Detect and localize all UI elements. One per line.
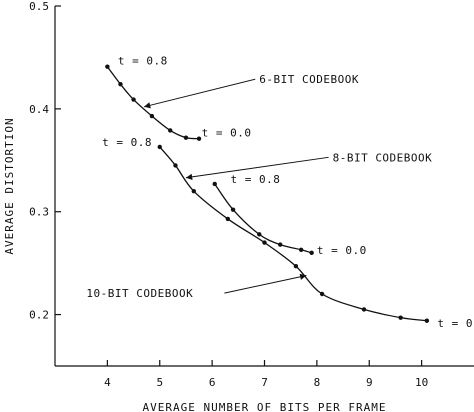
series-point-0 [196, 136, 202, 141]
parameter-label: t = 0.0 [437, 317, 474, 330]
x-tick-label: 7 [261, 376, 268, 389]
x-tick-label: 4 [104, 376, 111, 389]
leader-arrowhead [299, 273, 307, 280]
y-tick-label: 0.3 [29, 206, 49, 219]
parameter-label: t = 0.0 [202, 127, 252, 140]
series-line-0 [106, 66, 200, 140]
x-axis-title: AVERAGE NUMBER OF BITS PER FRAME [143, 401, 387, 412]
parameter-label: t = 0.8 [118, 55, 168, 68]
series-point-1 [230, 207, 236, 212]
series-point-0 [131, 97, 136, 102]
series-point-0 [168, 128, 173, 133]
series-point-2 [424, 318, 430, 323]
leader-line [224, 274, 307, 294]
parameter-label: t = 0.8 [102, 136, 152, 149]
parameter-label: t = 0.8 [230, 173, 280, 186]
series-point-1 [309, 250, 314, 256]
series-label: 10-BIT CODEBOOK [86, 287, 193, 300]
chart-curves [105, 64, 430, 323]
y-tick-label: 0.4 [29, 103, 49, 116]
series-point-2 [173, 163, 178, 168]
series-point-2 [157, 144, 162, 150]
series-point-2 [319, 291, 325, 297]
leader-line [143, 78, 256, 108]
series-point-1 [257, 232, 262, 237]
series-point-1 [298, 247, 304, 252]
series-point-0 [183, 135, 189, 140]
series-point-0 [105, 64, 110, 69]
series-point-1 [212, 181, 217, 187]
series-point-2 [191, 188, 196, 194]
series-point-2 [262, 240, 267, 245]
leader-line [185, 156, 329, 179]
x-tick-label: 8 [314, 376, 321, 389]
leader-arrowhead [185, 173, 193, 181]
x-tick-label: 5 [156, 376, 163, 389]
y-axis-title: AVERAGE DISTORTION [3, 117, 16, 254]
series-point-2 [398, 315, 403, 320]
chart-annotations: t = 0.8 t = 0.0 t = 0.8 t = 0.8 t = 0.0 t = 0… [86, 55, 474, 330]
x-tick-label: 6 [209, 376, 216, 389]
series-point-0 [118, 81, 123, 87]
series-point-2 [293, 264, 299, 269]
y-tick-label: 0.5 [29, 0, 49, 13]
x-tick-label: 9 [366, 376, 373, 389]
series-point-2 [361, 307, 367, 312]
series-line-2 [159, 146, 427, 322]
series-point-1 [278, 242, 283, 247]
x-tick-label: 10 [415, 376, 428, 389]
series-point-2 [225, 216, 231, 222]
series-label: 8-BIT CODEBOOK [333, 151, 433, 164]
y-tick-label: 0.2 [29, 309, 49, 322]
series-point-0 [149, 113, 155, 119]
chart-axes: 4 5 6 7 8 9 10 0.2 0.3 0.4 0.5 AVERAGE NUMBER OF BI… [3, 0, 474, 412]
series-label: 6-BIT CODEBOOK [259, 73, 359, 86]
leader-arrowhead [144, 102, 151, 109]
parameter-label: t = 0.0 [317, 244, 367, 257]
